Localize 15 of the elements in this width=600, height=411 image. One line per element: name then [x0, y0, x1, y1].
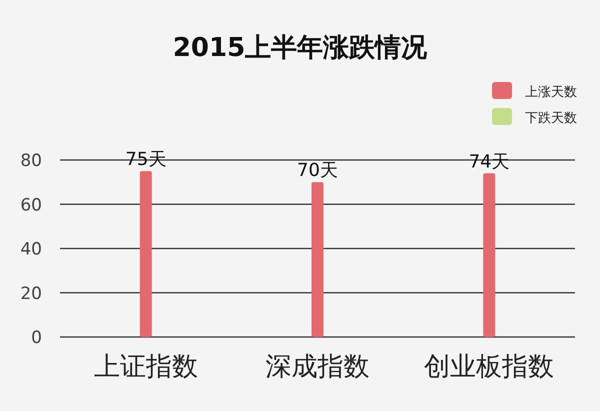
- y-tick-label: 40: [20, 240, 42, 260]
- x-tick-label: 深成指数: [266, 352, 370, 382]
- data-label: 70天: [297, 160, 338, 182]
- y-tick-label: 20: [20, 284, 42, 304]
- bar: [312, 182, 324, 337]
- x-tick-label: 创业板指数: [424, 352, 554, 382]
- y-tick-label: 60: [20, 195, 42, 216]
- legend-label: 上涨天数: [525, 85, 577, 100]
- y-tick-label: 0: [31, 328, 42, 348]
- bar: [140, 171, 152, 337]
- legend-label: 下跌天数: [525, 111, 577, 126]
- chart-title: 2015上半年涨跌情况: [172, 33, 428, 63]
- x-tick-label: 上证指数: [94, 352, 198, 382]
- bar: [483, 173, 496, 337]
- y-tick-label: 80: [20, 151, 42, 171]
